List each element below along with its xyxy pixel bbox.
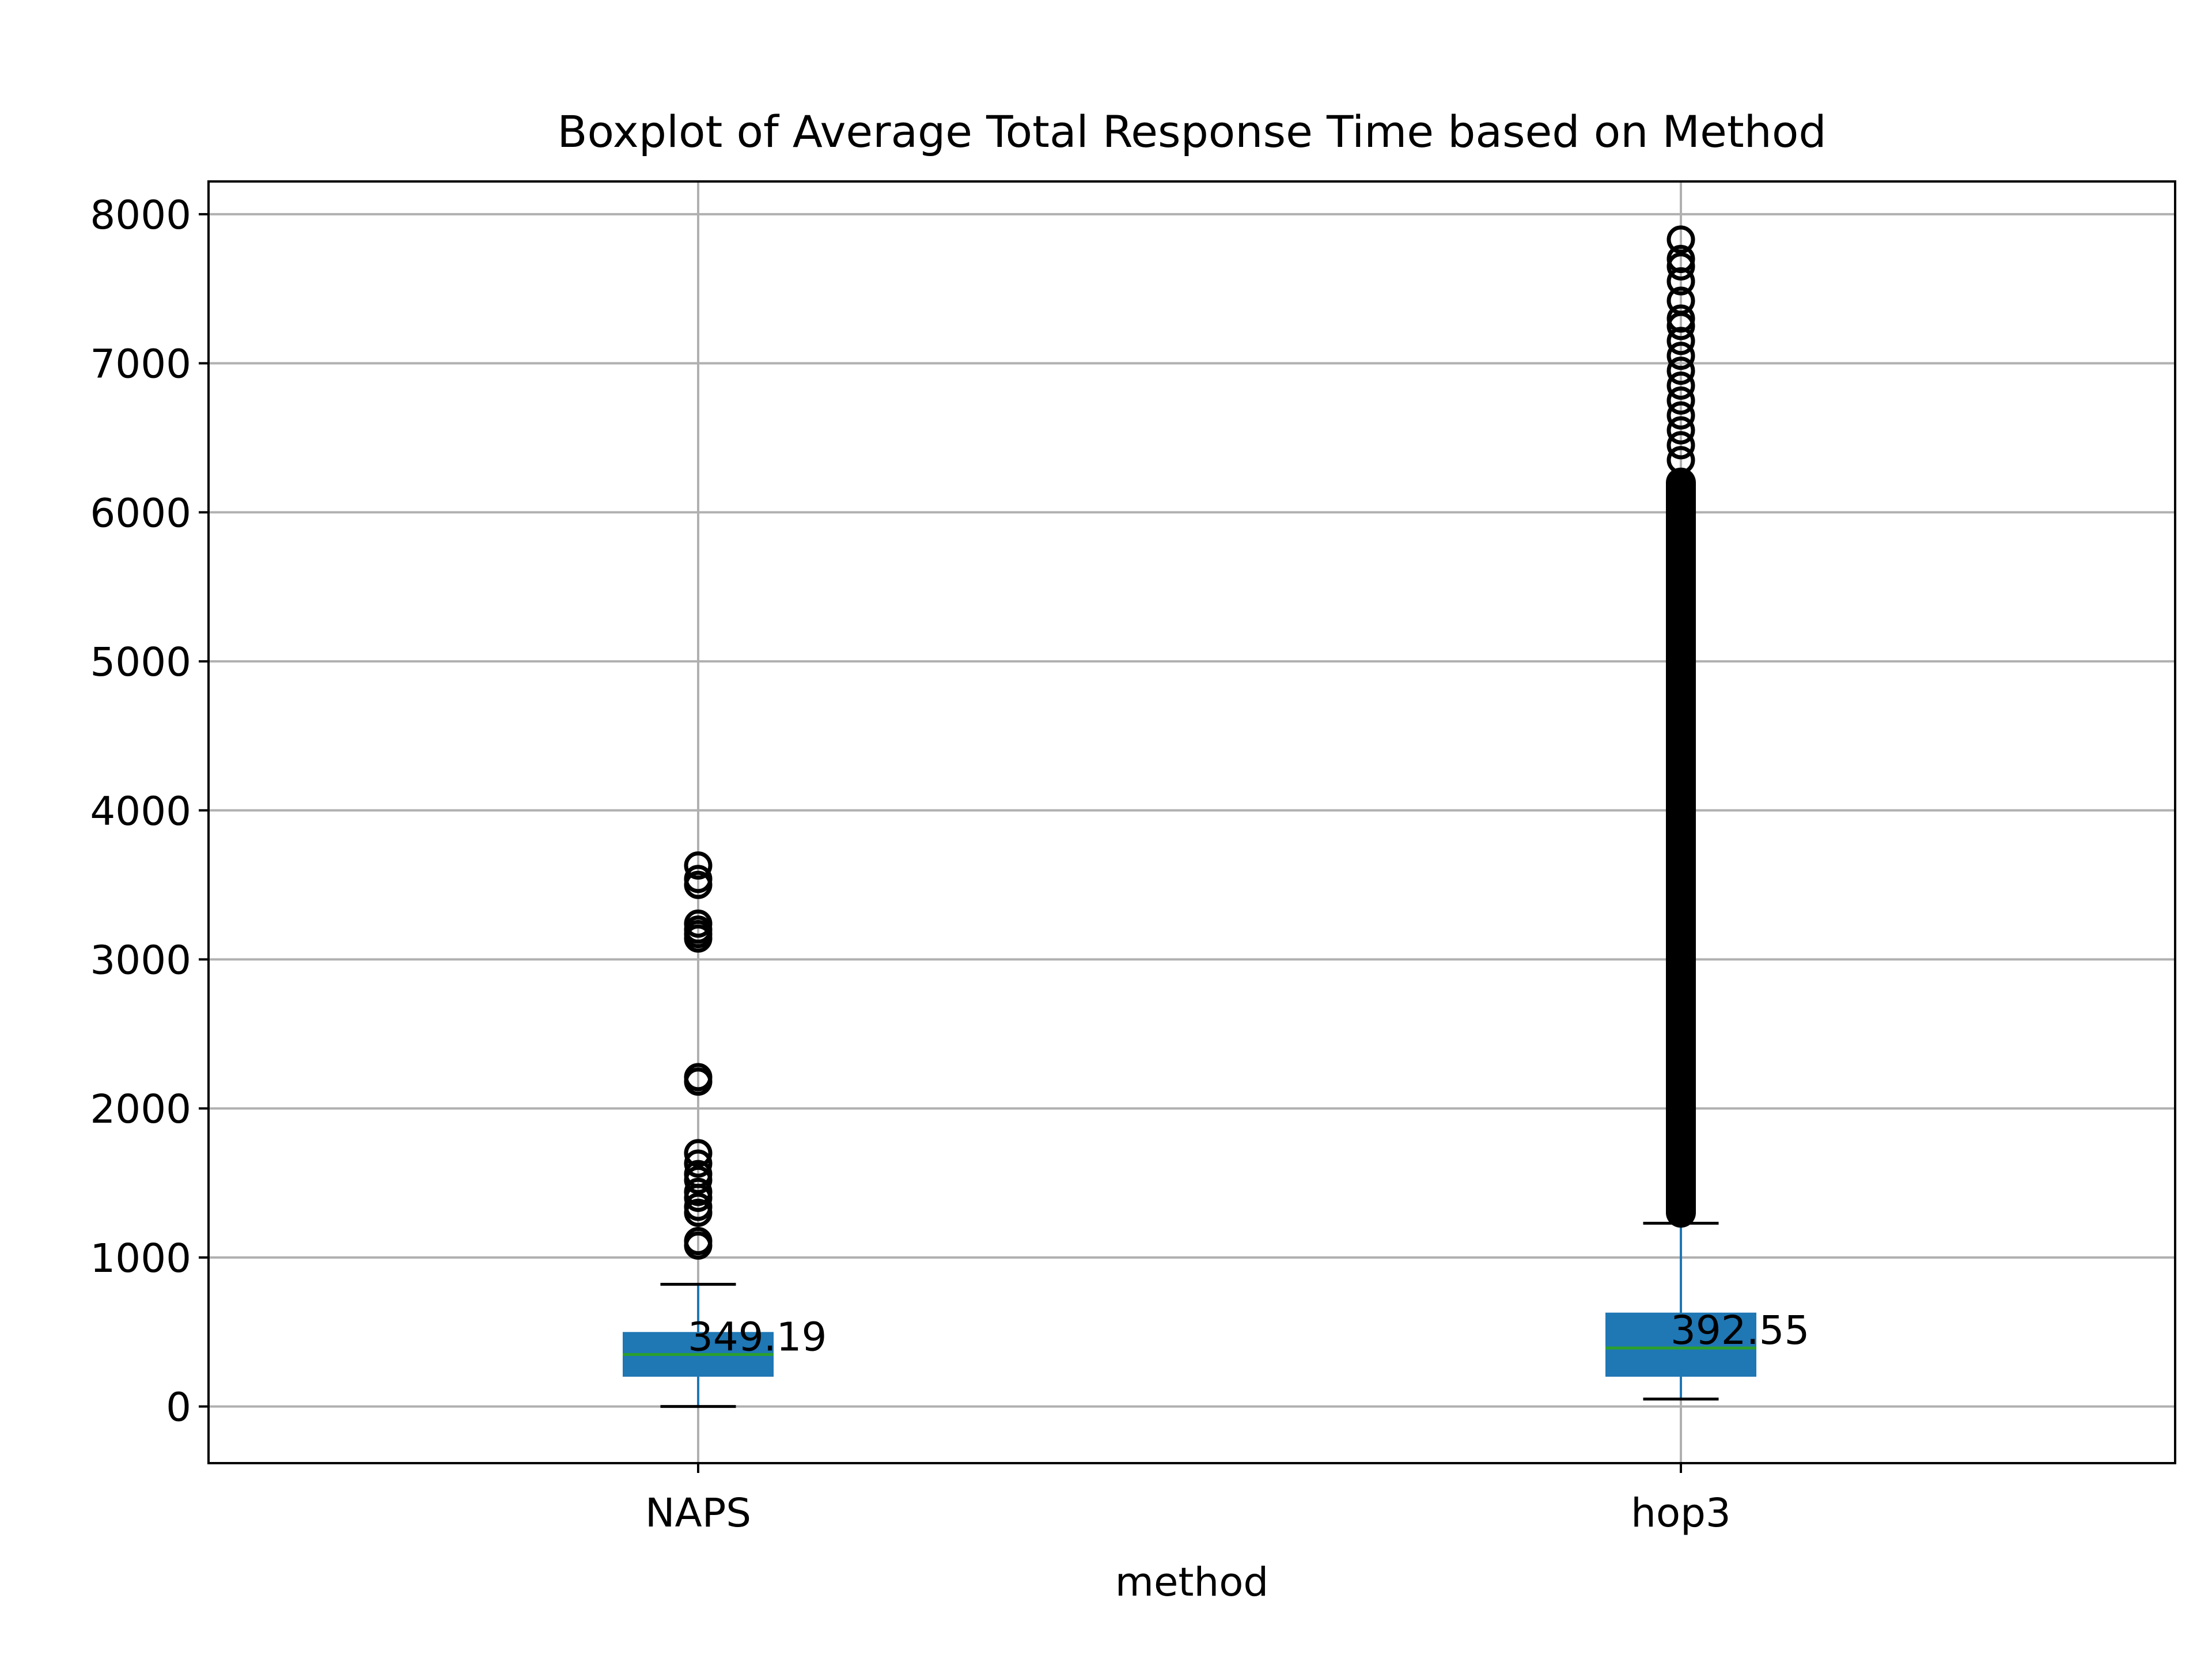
outlier-point xyxy=(684,1177,713,1206)
median-labels: 349.19 392.55 xyxy=(688,1308,1809,1360)
outlier-point xyxy=(684,1227,713,1256)
outlier-point xyxy=(1666,252,1695,281)
dense-outliers xyxy=(1666,467,1696,1228)
y-tick-label: 3000 xyxy=(90,938,191,984)
box-NAPS xyxy=(623,851,774,1408)
outlier-point xyxy=(1666,416,1695,445)
y-tick-label: 2000 xyxy=(90,1086,191,1132)
outlier-point xyxy=(1666,304,1695,333)
outlier-point xyxy=(1666,342,1695,370)
axes-frame xyxy=(207,180,2176,1464)
chart-title: Boxplot of Average Total Response Time b… xyxy=(557,106,1826,157)
y-tick-label: 4000 xyxy=(90,789,191,835)
median-value-label: 392.55 xyxy=(1671,1308,1809,1354)
outlier-point xyxy=(1666,286,1695,315)
box-plots xyxy=(623,225,1756,1408)
grid-lines xyxy=(209,181,2175,1463)
outlier-point xyxy=(1666,371,1695,400)
outlier-point xyxy=(1666,386,1695,415)
x-axis-ticks: NAPS hop3 xyxy=(645,1463,1731,1536)
outlier-point xyxy=(684,1063,713,1092)
x-tick-label: hop3 xyxy=(1631,1490,1731,1536)
outlier-point xyxy=(1666,446,1695,475)
outlier-point xyxy=(684,1149,713,1178)
x-axis-label: method xyxy=(1115,1559,1268,1605)
outlier-point xyxy=(1666,225,1695,254)
box-hop3 xyxy=(1605,225,1756,1401)
iqr-box xyxy=(1605,1312,1756,1377)
outlier-point xyxy=(1666,401,1695,430)
y-axis-ticks: 0 1000 2000 3000 4000 5000 6000 7000 8000 xyxy=(90,192,209,1431)
outlier-point xyxy=(1666,357,1695,385)
y-tick-label: 1000 xyxy=(90,1236,191,1282)
outlier-point xyxy=(684,865,713,893)
outlier-point xyxy=(684,909,713,938)
y-tick-label: 0 xyxy=(166,1385,191,1431)
outlier-point xyxy=(684,851,713,880)
outlier-point xyxy=(684,1160,713,1188)
y-tick-label: 7000 xyxy=(90,342,191,388)
y-tick-label: 8000 xyxy=(90,192,191,238)
median-value-label: 349.19 xyxy=(688,1314,827,1360)
outlier-point xyxy=(684,1139,713,1168)
y-tick-label: 6000 xyxy=(90,490,191,536)
outlier-point xyxy=(1666,245,1695,274)
outlier-point xyxy=(684,1192,713,1221)
x-tick-label: NAPS xyxy=(645,1490,751,1536)
y-tick-label: 5000 xyxy=(90,639,191,685)
outlier-point xyxy=(1666,431,1695,460)
